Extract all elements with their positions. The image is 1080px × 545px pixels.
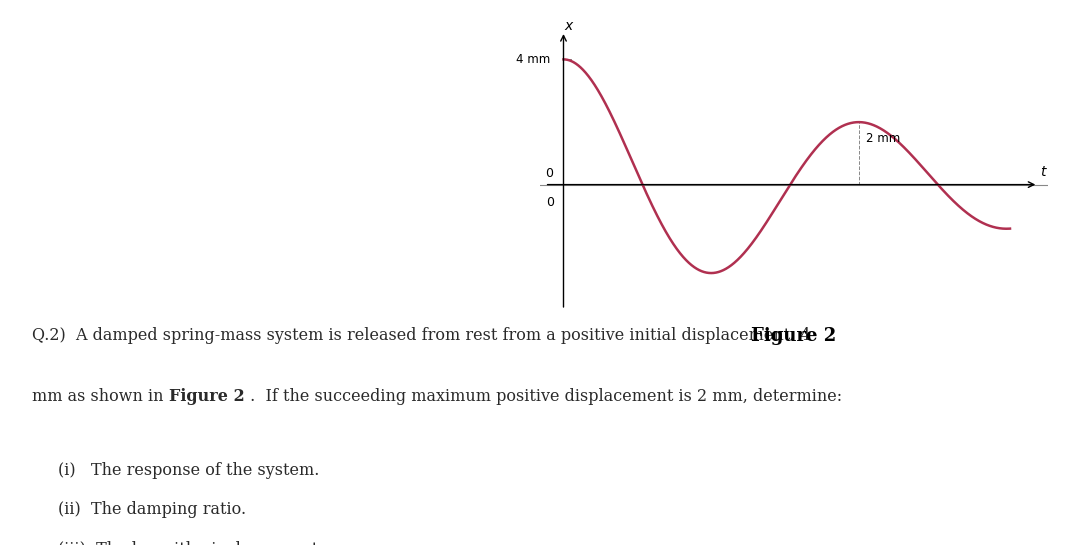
Text: 4 mm: 4 mm xyxy=(516,53,551,66)
Text: 2 mm: 2 mm xyxy=(866,131,900,144)
Text: t: t xyxy=(1040,165,1047,179)
Text: (iii)  The logarithmic decrement.: (iii) The logarithmic decrement. xyxy=(58,541,323,545)
Text: Figure 2: Figure 2 xyxy=(170,388,245,405)
Text: 0: 0 xyxy=(545,167,553,180)
Text: (ii)  The damping ratio.: (ii) The damping ratio. xyxy=(58,501,246,518)
Text: .  If the succeeding maximum positive displacement is 2 mm, determine:: . If the succeeding maximum positive dis… xyxy=(245,388,842,405)
Text: Figure 2: Figure 2 xyxy=(752,327,836,345)
Text: 0: 0 xyxy=(546,196,554,209)
Text: (i)   The response of the system.: (i) The response of the system. xyxy=(58,462,320,479)
Text: mm as shown in: mm as shown in xyxy=(32,388,170,405)
Text: Q.2)  A damped spring-mass system is released from rest from a positive initial : Q.2) A damped spring-mass system is rele… xyxy=(32,327,811,344)
Text: x: x xyxy=(564,19,572,33)
